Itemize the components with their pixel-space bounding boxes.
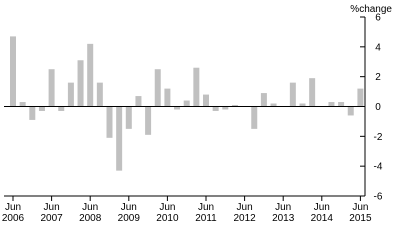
bar [106,106,113,138]
bar [328,102,335,107]
bar [193,67,200,107]
bar [222,106,229,110]
bar [10,36,16,107]
bar [96,82,103,107]
x-tick-label: Jun 2007 [40,202,63,224]
bar [164,88,171,107]
bar [338,102,345,107]
x-tick-label: Jun 2013 [272,202,295,224]
bar [309,78,316,107]
bar [174,106,181,110]
y-tick-label: 4 [375,42,381,53]
bar [299,103,306,107]
bar [125,106,132,129]
bar [270,103,277,107]
bar [77,60,84,107]
bar [347,106,354,116]
y-tick-label: 0 [375,102,381,113]
x-tick-label: Jun 2010 [156,202,179,224]
bar [19,102,26,107]
bar [116,106,123,171]
y-axis-label: %change [350,4,392,15]
bar [87,43,94,107]
bar [145,106,152,135]
bar [48,69,55,107]
y-tick-label: 6 [375,13,381,24]
y-tick-label: -6 [374,192,383,203]
x-tick-label: Jun 2009 [118,202,141,224]
x-tick-label: Jun 2014 [311,202,334,224]
bar [135,96,142,107]
y-tick-label: 2 [375,72,381,83]
bar [251,106,258,129]
bar [58,106,65,111]
bar [29,106,36,120]
bar [212,106,219,111]
x-tick-label: Jun 2006 [2,202,25,224]
x-tick-label: Jun 2015 [349,202,372,224]
x-tick-label: Jun 2012 [233,202,256,224]
bar [260,93,267,107]
bar [231,105,238,107]
bar [289,82,296,107]
y-tick-label: -4 [374,162,383,173]
bar [154,69,161,107]
x-tick-label: Jun 2011 [195,202,217,224]
bar [183,100,190,107]
chart: %change -6 -4 -2 0 2 4 6 Jun 2006 Jun 2007 Jun 2008 J… [2,4,393,224]
bar [38,106,45,111]
y-tick-label: -2 [374,132,383,143]
bar [203,94,209,107]
bar [357,88,364,107]
bar [67,82,74,107]
x-tick-label: Jun 2008 [79,202,102,224]
